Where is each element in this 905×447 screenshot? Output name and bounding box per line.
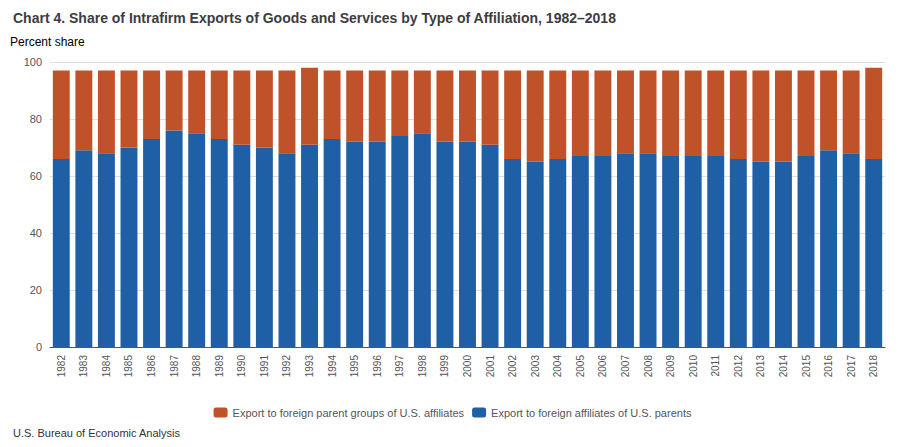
svg-text:Export to foreign affiliates o: Export to foreign affiliates of U.S. par… [491, 407, 692, 419]
svg-text:Chart 4. Share of Intrafirm Ex: Chart 4. Share of Intrafirm Exports of G… [13, 10, 616, 26]
svg-text:2012: 2012 [733, 355, 744, 378]
svg-text:20: 20 [30, 284, 42, 296]
svg-text:2013: 2013 [755, 355, 766, 378]
svg-text:2011: 2011 [710, 355, 721, 377]
svg-text:1996: 1996 [372, 355, 383, 378]
svg-text:1998: 1998 [417, 355, 428, 378]
svg-text:2017: 2017 [846, 355, 857, 378]
svg-text:80: 80 [30, 113, 42, 125]
svg-text:1984: 1984 [101, 355, 112, 378]
svg-text:2015: 2015 [801, 355, 812, 378]
svg-text:2016: 2016 [823, 355, 834, 378]
svg-text:2005: 2005 [575, 355, 586, 378]
svg-text:1995: 1995 [349, 355, 360, 378]
svg-text:2006: 2006 [597, 355, 608, 378]
svg-text:1989: 1989 [214, 355, 225, 378]
svg-text:1986: 1986 [146, 355, 157, 378]
svg-text:Export to foreign parent group: Export to foreign parent groups of U.S. … [233, 407, 465, 419]
svg-text:40: 40 [30, 227, 42, 239]
svg-text:1997: 1997 [394, 355, 405, 378]
svg-text:1987: 1987 [169, 355, 180, 378]
svg-text:1991: 1991 [259, 355, 270, 378]
svg-text:2004: 2004 [552, 355, 563, 378]
svg-text:1994: 1994 [327, 355, 338, 378]
svg-text:2014: 2014 [778, 355, 789, 378]
svg-text:2009: 2009 [665, 355, 676, 378]
svg-text:1982: 1982 [56, 355, 67, 378]
svg-text:1983: 1983 [78, 355, 89, 378]
svg-text:0: 0 [36, 341, 42, 353]
svg-text:2008: 2008 [643, 355, 654, 378]
svg-text:2007: 2007 [620, 355, 631, 378]
svg-text:2000: 2000 [462, 355, 473, 378]
svg-text:1993: 1993 [304, 355, 315, 378]
svg-text:1992: 1992 [281, 355, 292, 378]
svg-text:U.S. Bureau of Economic Analys: U.S. Bureau of Economic Analysis [13, 427, 180, 439]
svg-text:2003: 2003 [530, 355, 541, 378]
svg-text:1990: 1990 [236, 355, 247, 378]
svg-text:60: 60 [30, 170, 42, 182]
svg-text:2002: 2002 [507, 355, 518, 378]
svg-text:100: 100 [24, 56, 42, 68]
svg-text:2001: 2001 [485, 355, 496, 378]
svg-text:2018: 2018 [868, 355, 879, 378]
svg-text:2010: 2010 [688, 355, 699, 378]
svg-text:1988: 1988 [191, 355, 202, 378]
svg-text:1999: 1999 [439, 355, 450, 378]
svg-text:1985: 1985 [123, 355, 134, 378]
svg-text:Percent share: Percent share [10, 35, 85, 49]
